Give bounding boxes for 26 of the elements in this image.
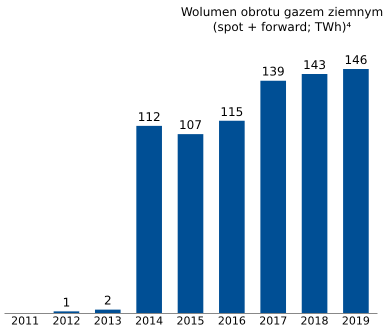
x-tick-label: 2011 <box>11 314 40 328</box>
x-tick-label: 2014 <box>135 314 164 328</box>
data-label: 143 <box>303 58 326 72</box>
data-label: 2 <box>104 294 112 308</box>
bar <box>94 310 121 313</box>
bar <box>178 134 204 313</box>
x-tick-label: 2015 <box>176 314 204 328</box>
bar <box>136 126 162 313</box>
bar <box>302 74 328 313</box>
chart-subtitle: (spot + forward; TWh)⁴ <box>212 20 352 34</box>
x-tick-label: 2013 <box>94 314 122 328</box>
bar <box>260 80 286 313</box>
x-tick-label: 2018 <box>300 314 329 328</box>
x-tick-label: 2019 <box>342 314 370 328</box>
bar <box>219 120 245 313</box>
x-tick-label: 2016 <box>218 314 246 328</box>
data-label: 146 <box>344 53 368 67</box>
bar <box>343 69 369 313</box>
chart-title: Wolumen obrotu gazem ziemnym <box>180 5 384 19</box>
x-tick-label: 2012 <box>52 314 80 328</box>
x-tick-label: 2017 <box>259 314 288 328</box>
data-label: 115 <box>220 104 244 119</box>
data-label: 112 <box>138 110 161 124</box>
data-label: 1 <box>62 295 70 310</box>
data-label: 107 <box>179 118 202 132</box>
data-label: 139 <box>262 64 285 79</box>
